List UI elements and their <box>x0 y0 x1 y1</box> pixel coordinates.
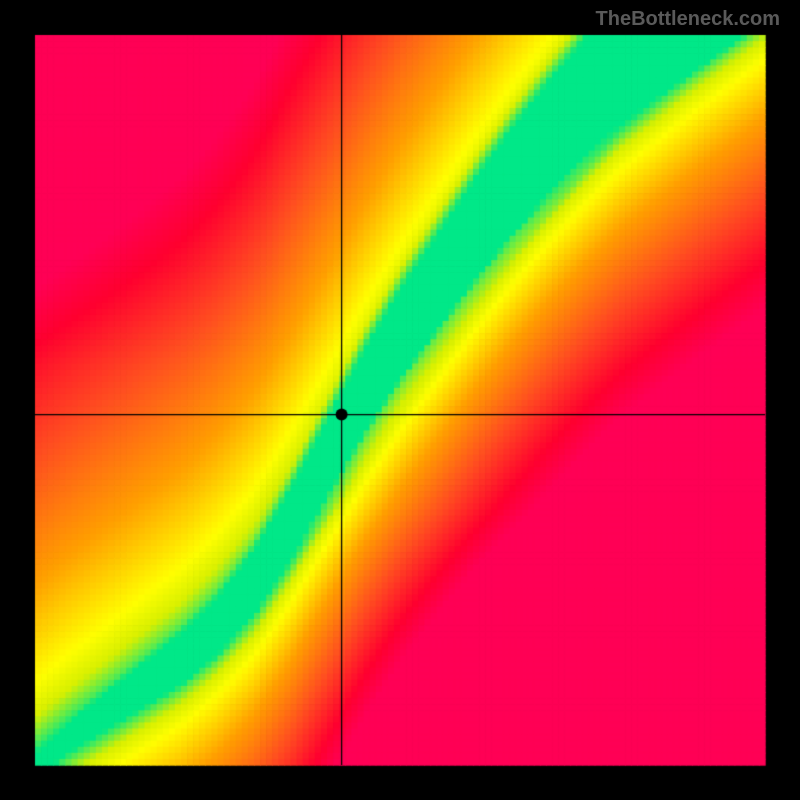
chart-container: TheBottleneck.com <box>0 0 800 800</box>
bottleneck-heatmap <box>0 0 800 800</box>
watermark-text: TheBottleneck.com <box>596 8 780 31</box>
